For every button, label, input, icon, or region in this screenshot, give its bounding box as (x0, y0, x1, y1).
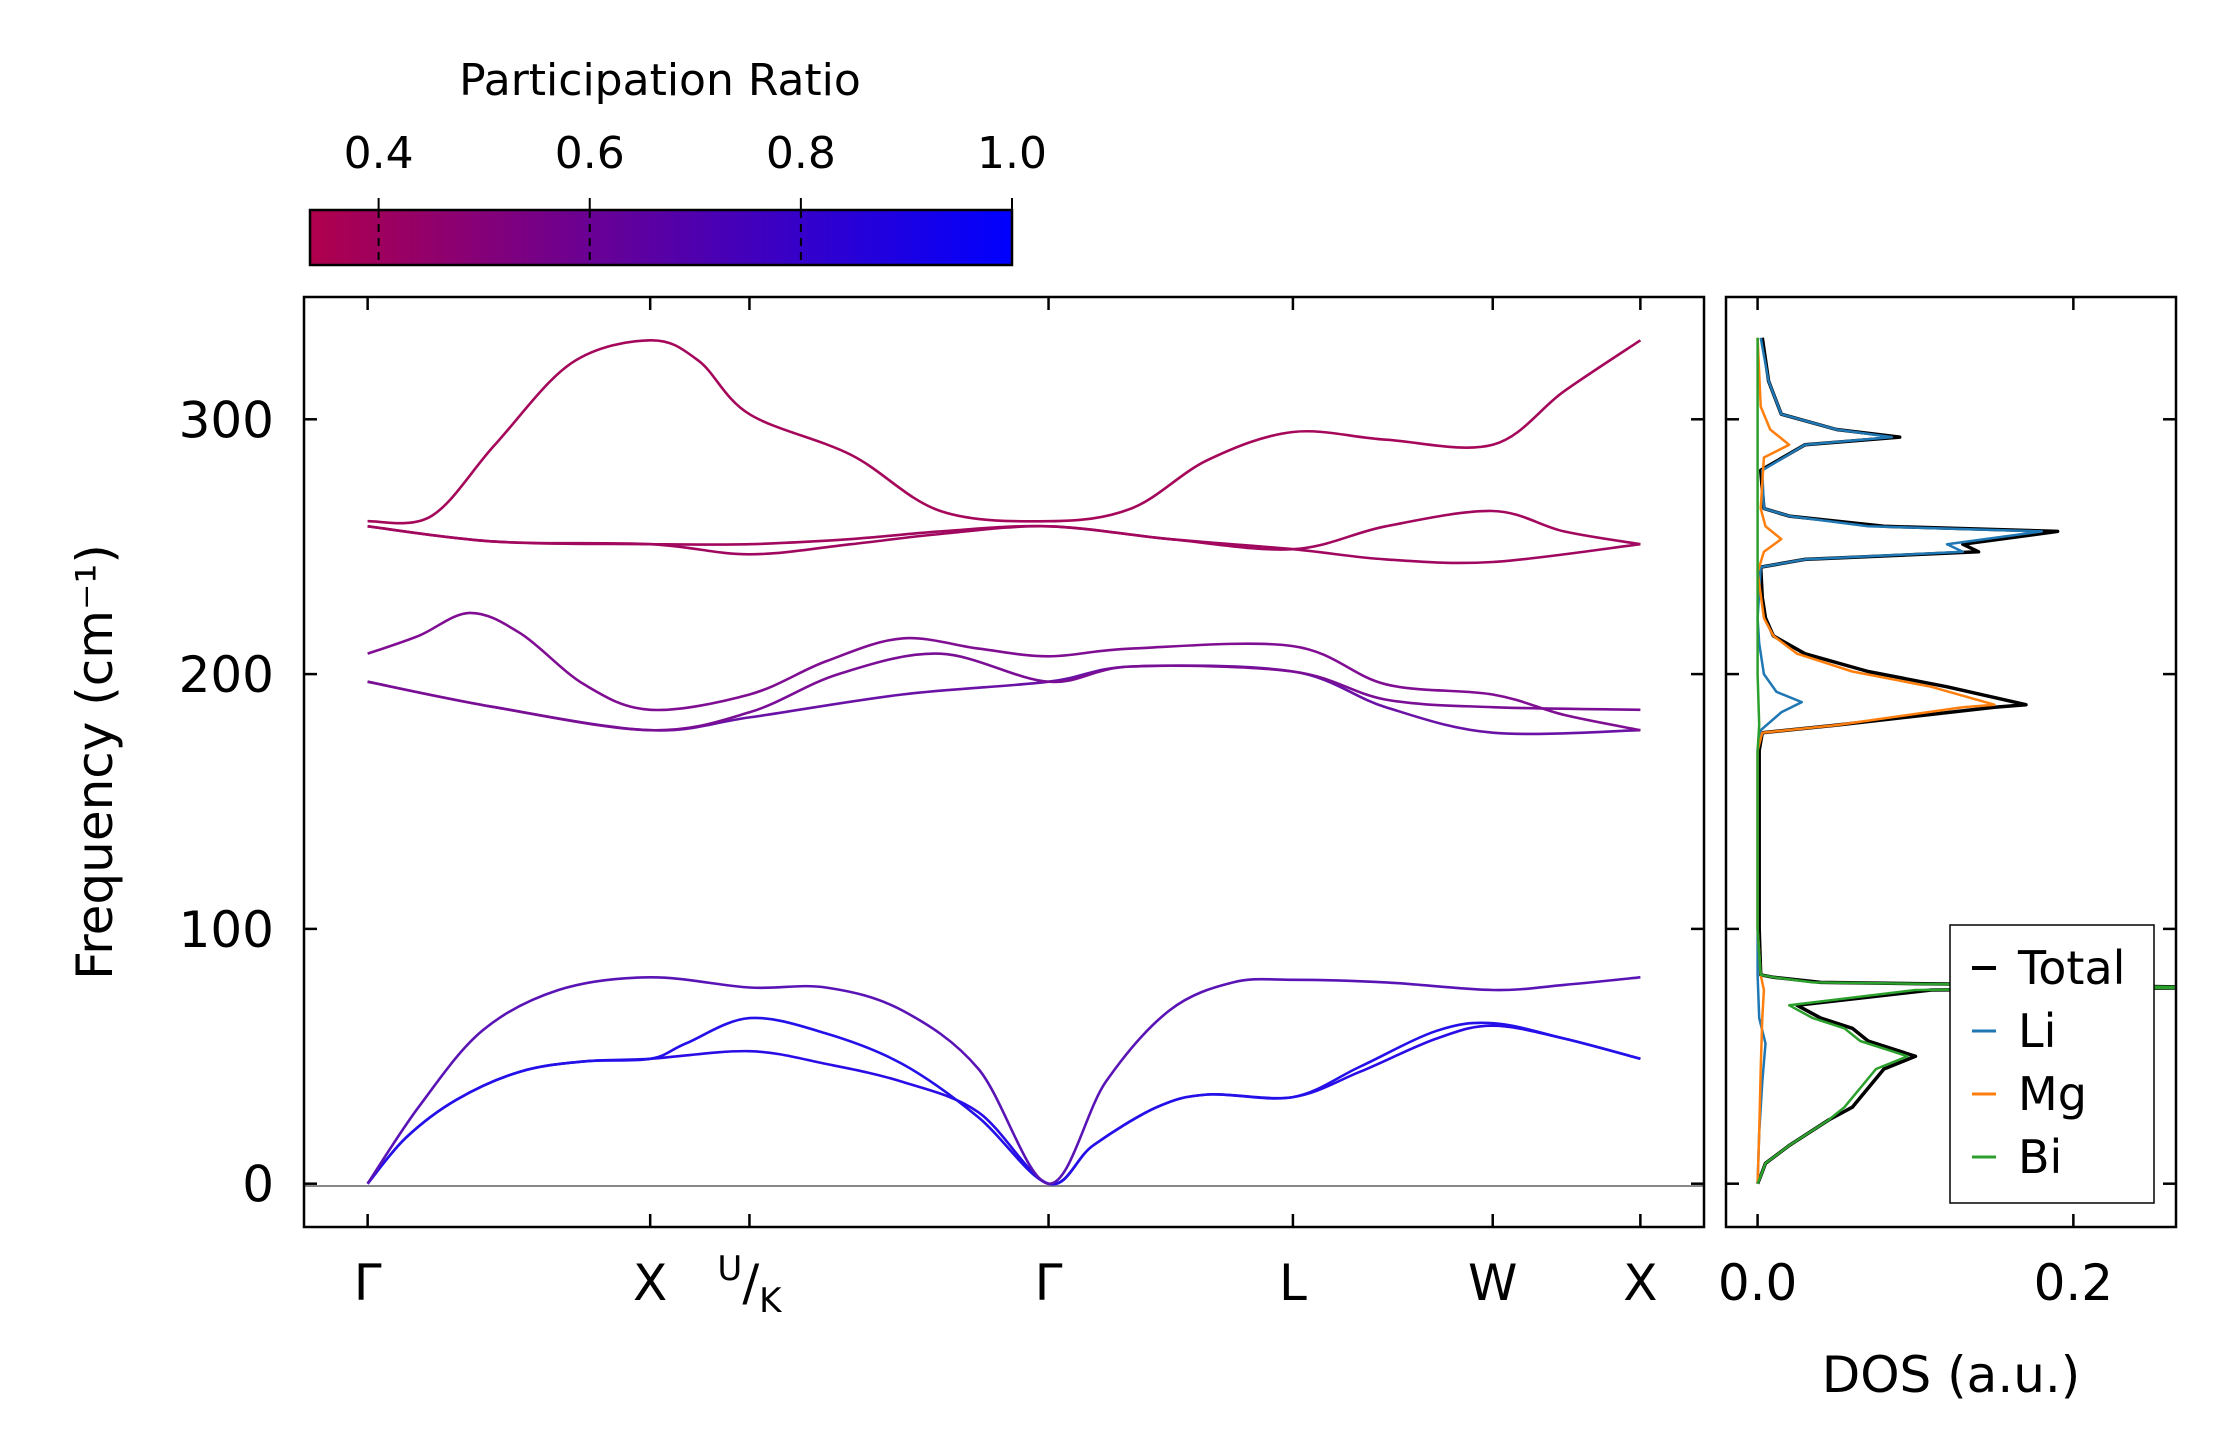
y-axis-label: Frequency (cm⁻¹) (66, 544, 124, 980)
colorbar-label: Participation Ratio (459, 55, 861, 106)
x-tick-label: L (1279, 1254, 1307, 1312)
dos-line-li (1756, 337, 2044, 1184)
band-structure-panel: 0 100 200 300 Γ X U/K Γ L W X Frequency (cm⁻¹) (66, 295, 1706, 1321)
y-tick-label: 200 (179, 646, 274, 704)
dos-x-tick-label: 0.2 (2034, 1254, 2114, 1312)
dos-axes-frame (1724, 295, 2178, 1229)
x-tick-label: U/K (717, 1249, 783, 1321)
colorbar-tick-label: 0.8 (766, 128, 836, 179)
dos-legend: Total Li Mg Bi (1949, 924, 2155, 1204)
dos-x-tick-label: 0.0 (1718, 1254, 1798, 1312)
dos-line-bi (1756, 337, 2176, 1185)
y-tick-label: 300 (179, 391, 274, 449)
band-branch-6 (367, 611, 1641, 732)
band-lines (366, 338, 1642, 1186)
band-branch-4 (367, 664, 1641, 736)
band-branch-9 (367, 338, 1642, 525)
legend-label-bi: Bi (2018, 1130, 2062, 1184)
x-tick-label: Γ (354, 1254, 382, 1312)
band-ticks: 0 100 200 300 Γ X U/K Γ L W X (179, 297, 1704, 1321)
band-branch-2 (366, 1016, 1641, 1186)
dos-ticks: 0.0 0.2 (1718, 297, 2176, 1312)
colorbar-tick-label: 0.4 (344, 128, 414, 179)
x-tick-label: X (1623, 1254, 1657, 1312)
x-tick-label: X (633, 1254, 667, 1312)
dos-lines (1755, 337, 2176, 1185)
band-branch-5 (367, 652, 1641, 732)
legend-label-total: Total (2017, 941, 2125, 995)
dos-panel: 0.0 0.2 DOS (a.u.) Total Li Mg Bi (1718, 295, 2178, 1404)
band-branch-8 (367, 509, 1641, 551)
y-tick-label: 0 (242, 1156, 274, 1214)
dos-line-mg (1756, 337, 1996, 1184)
x-tick-label: Γ (1035, 1254, 1063, 1312)
x-tick-label: W (1468, 1254, 1517, 1312)
colorbar: Participation Ratio 0.4 0.6 0.8 1.0 (308, 55, 1047, 267)
legend-label-mg: Mg (2018, 1067, 2087, 1121)
colorbar-tick-label: 0.6 (555, 128, 625, 179)
band-branch-3 (366, 975, 1641, 1186)
colorbar-tick-label: 1.0 (977, 128, 1047, 179)
colorbar-gradient (308, 208, 1014, 267)
y-tick-label: 100 (179, 901, 274, 959)
colorbar-ticks: 0.4 0.6 0.8 1.0 (344, 128, 1047, 265)
dos-x-axis-label: DOS (a.u.) (1822, 1346, 2081, 1404)
band-axes-frame (302, 295, 1706, 1229)
band-branch-1 (366, 1024, 1641, 1186)
legend-label-li: Li (2018, 1004, 2056, 1058)
